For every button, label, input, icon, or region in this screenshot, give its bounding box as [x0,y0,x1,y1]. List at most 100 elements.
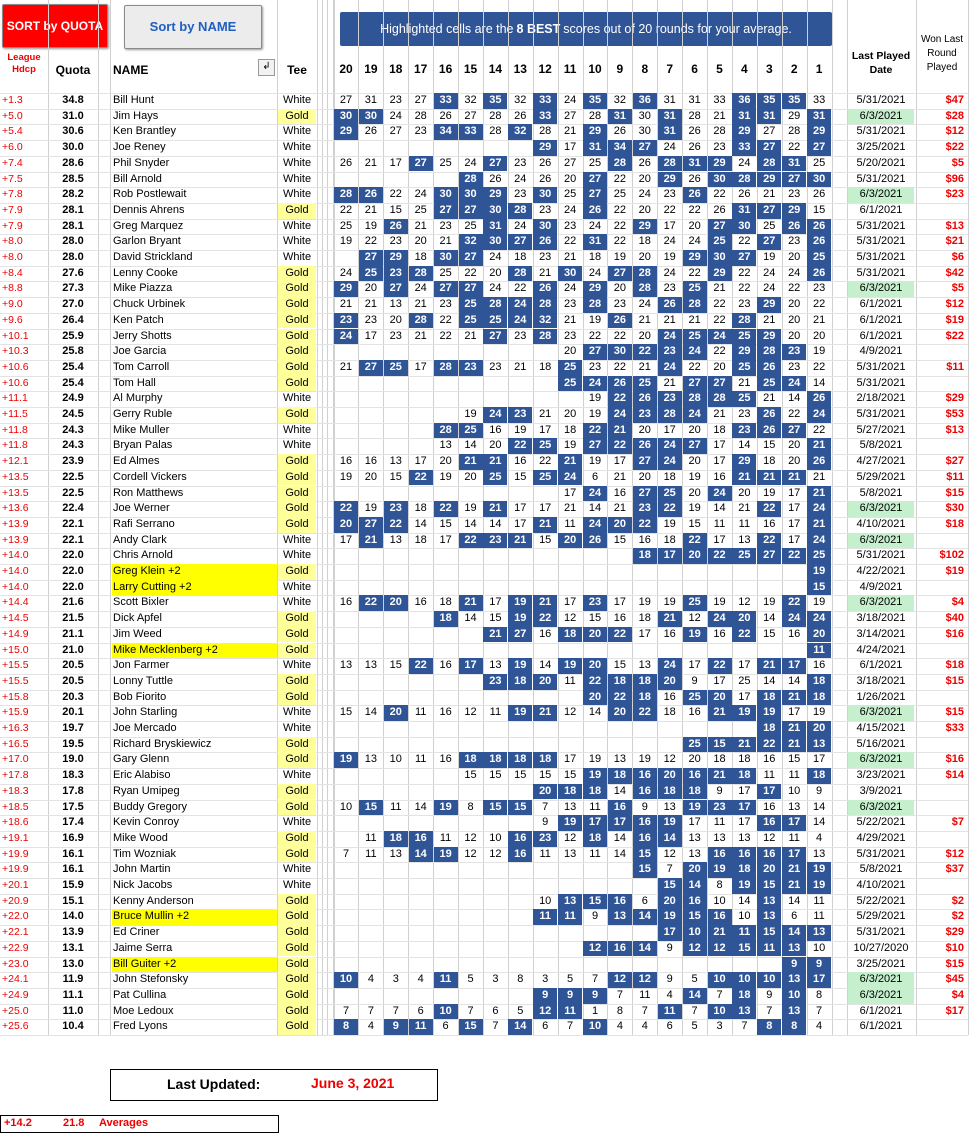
player-name-cell: Lenny Cooke [113,266,178,279]
player-name-cell: Andy Clark [113,533,167,546]
best-score-cell: 26 [583,202,607,219]
score-cell: 23 [663,188,676,201]
player-name-cell: Mike Wood [113,831,168,844]
score-cell: 12 [563,706,577,719]
won-amount-cell: $15 [945,957,964,970]
quota-cell: 24.9 [62,392,84,405]
grid-line [0,281,968,283]
best-score-cell: 22 [682,532,707,549]
last-played-date-cell: 3/9/2021 [859,784,903,797]
best-score-cell: 19 [682,799,707,816]
best-score-cell: 29 [807,124,832,141]
score-cell: 11 [788,831,800,844]
best-score-cell: 14 [682,987,707,1004]
round-header: 18 [389,62,403,76]
score-cell: 14 [613,847,627,860]
score-cell: 10 [539,894,552,907]
league-hdcp-cell: +15.5 [2,659,29,672]
score-cell: 21 [763,392,776,405]
score-cell: 25 [439,156,452,169]
score-cell: 29 [788,109,801,122]
score-cell: 26 [688,125,701,138]
round-header: 7 [666,62,674,76]
won-amount-cell: $47 [945,94,964,106]
tee-cell: Gold [278,925,316,941]
best-score-cell: 14 [782,925,807,941]
grid-line [0,250,968,251]
score-cell: 19 [613,251,627,263]
best-score-cell: 31 [682,155,707,172]
best-score-cell: 15 [757,925,782,941]
score-cell: 6 [666,1020,673,1033]
quota-cell: 15.9 [62,879,84,891]
best-score-cell: 30 [334,108,358,125]
score-cell: 4 [666,988,673,1001]
score-cell: 21 [364,298,378,311]
best-score-cell: 19 [508,611,533,627]
round-header: 13 [513,62,527,76]
best-score-cell: 31 [782,155,807,172]
best-score-cell: 10 [707,972,732,988]
sort-by-name-button[interactable]: Sort by NAME [124,5,262,49]
sort-by-quota-button[interactable]: SORT by QUOTA [2,4,108,48]
last-played-date-cell: 5/22/2021 [856,816,906,829]
best-score-cell: 28 [632,265,657,282]
league-hdcp-cell: +10.6 [2,360,29,373]
table-row: +13.9 22.1 Rafi Serrano Gold 20 27 22 14 15 14 14 1… [0,516,980,533]
score-cell: 26 [688,141,701,154]
score-cell: 18 [638,612,651,625]
score-cell: 22 [563,235,577,248]
won-amount-cell: $13 [945,219,964,232]
score-cell: 18 [663,706,676,719]
best-score-cell: 12 [533,1003,558,1020]
best-score-cell: 18 [383,830,408,847]
round-header: 1 [815,62,823,76]
best-score-cell: 24 [657,328,682,345]
player-name-cell: Scott Bixler [113,596,169,609]
filter-dropdown-icon[interactable]: ↲ [258,59,275,76]
score-cell: 22 [788,141,801,154]
score-cell: 17 [563,596,577,609]
score-cell: 27 [414,94,427,106]
round-header: 3 [765,62,773,76]
last-played-date-cell: 4/22/2021 [856,565,906,577]
best-score-cell: 23 [483,532,508,549]
score-cell: 19 [663,251,676,263]
score-cell: 32 [514,94,527,106]
best-score-cell: 35 [782,93,807,109]
player-name-cell: Larry Cutting +2 [112,579,277,596]
best-score-cell: 31 [732,202,757,219]
best-score-cell: 24 [707,611,732,627]
score-cell: 17 [563,141,577,154]
score-cell: 13 [688,847,701,860]
score-cell: 12 [489,847,502,860]
score-cell: 19 [688,502,701,515]
score-cell: 22 [812,423,826,436]
score-cell: 12 [738,596,751,609]
best-score-cell: 22 [508,438,533,455]
table-row: +25.0 11.0 Moe Ledoux Gold 7 7 7 6 10 7 6 5 12 11 1 8 7 1… [0,1003,980,1020]
best-score-cell: 28 [433,422,458,439]
tee-cell: Gold [278,407,316,423]
best-score-cell: 36 [632,93,657,109]
score-cell: 3 [542,973,549,986]
player-name-cell: Eric Alabiso [113,769,171,782]
score-cell: 23 [439,298,452,311]
best-score-cell: 35 [757,93,782,109]
score-cell: 16 [439,753,452,766]
score-cell: 7 [567,1020,574,1033]
best-score-cell: 29 [334,281,358,298]
round-header: 14 [488,62,503,76]
best-score-cell: 29 [732,454,757,470]
round-header: 12 [538,62,552,76]
last-played-date-cell: 6/1/2021 [859,298,903,311]
table-row: +11.1 24.9 Al Murphy White 19 22 26 23 28 28 25 21 1… [0,391,980,407]
grid-line [0,485,968,487]
last-played-date-cell: 6/3/2021 [848,799,914,816]
score-cell: 16 [663,690,676,703]
score-cell: 21 [563,313,577,326]
best-score-cell: 13 [782,940,807,957]
score-cell: 22 [539,455,552,468]
score-cell: 19 [638,596,651,609]
score-cell: 13 [688,831,701,844]
